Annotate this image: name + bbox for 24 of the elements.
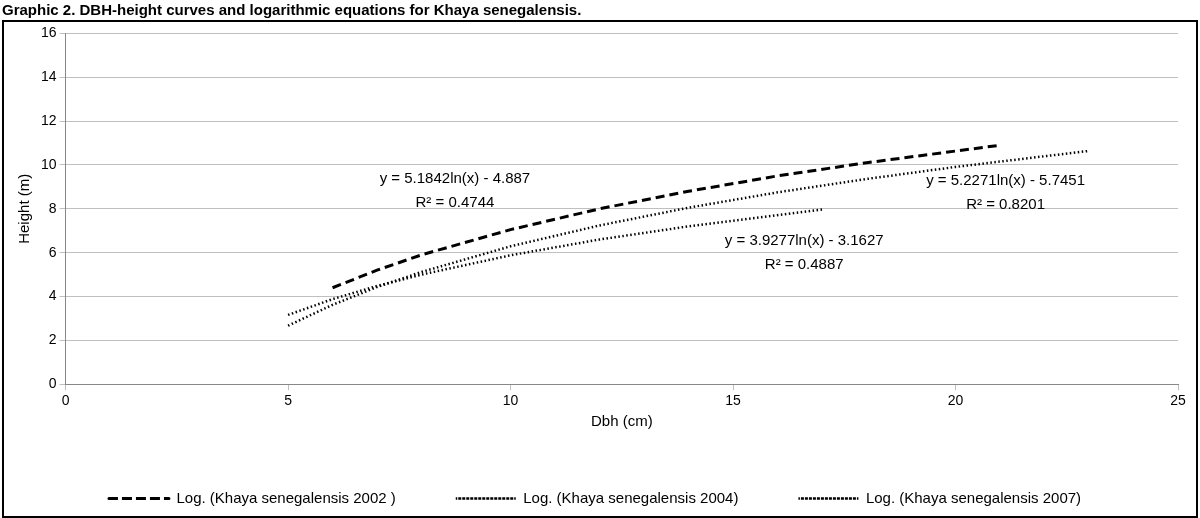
x-axis-title: Dbh (cm) xyxy=(590,412,653,430)
y-tick-label: 14 xyxy=(40,68,57,85)
x-tick-label: 10 xyxy=(502,392,519,409)
annotation: y = 5.1842ln(x) - 4.887 R² = 0.4744 xyxy=(379,169,531,211)
y-tick-label: 16 xyxy=(40,24,57,41)
legend-label: Log. (Khaya senegalensis 2007) xyxy=(865,488,1082,506)
y-tick-label: 10 xyxy=(40,155,57,172)
x-tick-label: 20 xyxy=(947,392,964,409)
y-tick-label: 6 xyxy=(48,243,57,260)
annotation: y = 3.9277ln(x) - 3.1627 R² = 0.4887 xyxy=(724,230,884,272)
y-tick-label: 8 xyxy=(48,199,57,216)
annotation: y = 5.2271ln(x) - 5.7451 R² = 0.8201 xyxy=(926,171,1085,213)
legend-label: Log. (Khaya senegalensis 2002 ) xyxy=(176,488,396,506)
y-axis-title: Height (m) xyxy=(15,173,33,244)
x-tick-label: 0 xyxy=(61,392,70,409)
y-tick-label: 4 xyxy=(48,287,57,304)
y-tick-label: 2 xyxy=(48,331,57,348)
x-tick-label: 15 xyxy=(725,392,742,409)
chart-title: Graphic 2. DBH-height curves and logarithmic equations for Khaya senegalensis. xyxy=(1,0,583,20)
legend-label: Log. (Khaya senegalensis 2004) xyxy=(523,488,739,506)
x-tick-label: 5 xyxy=(284,392,293,409)
x-tick-label: 25 xyxy=(1170,392,1186,409)
y-tick-label: 12 xyxy=(40,111,57,128)
y-tick-label: 0 xyxy=(48,375,57,392)
